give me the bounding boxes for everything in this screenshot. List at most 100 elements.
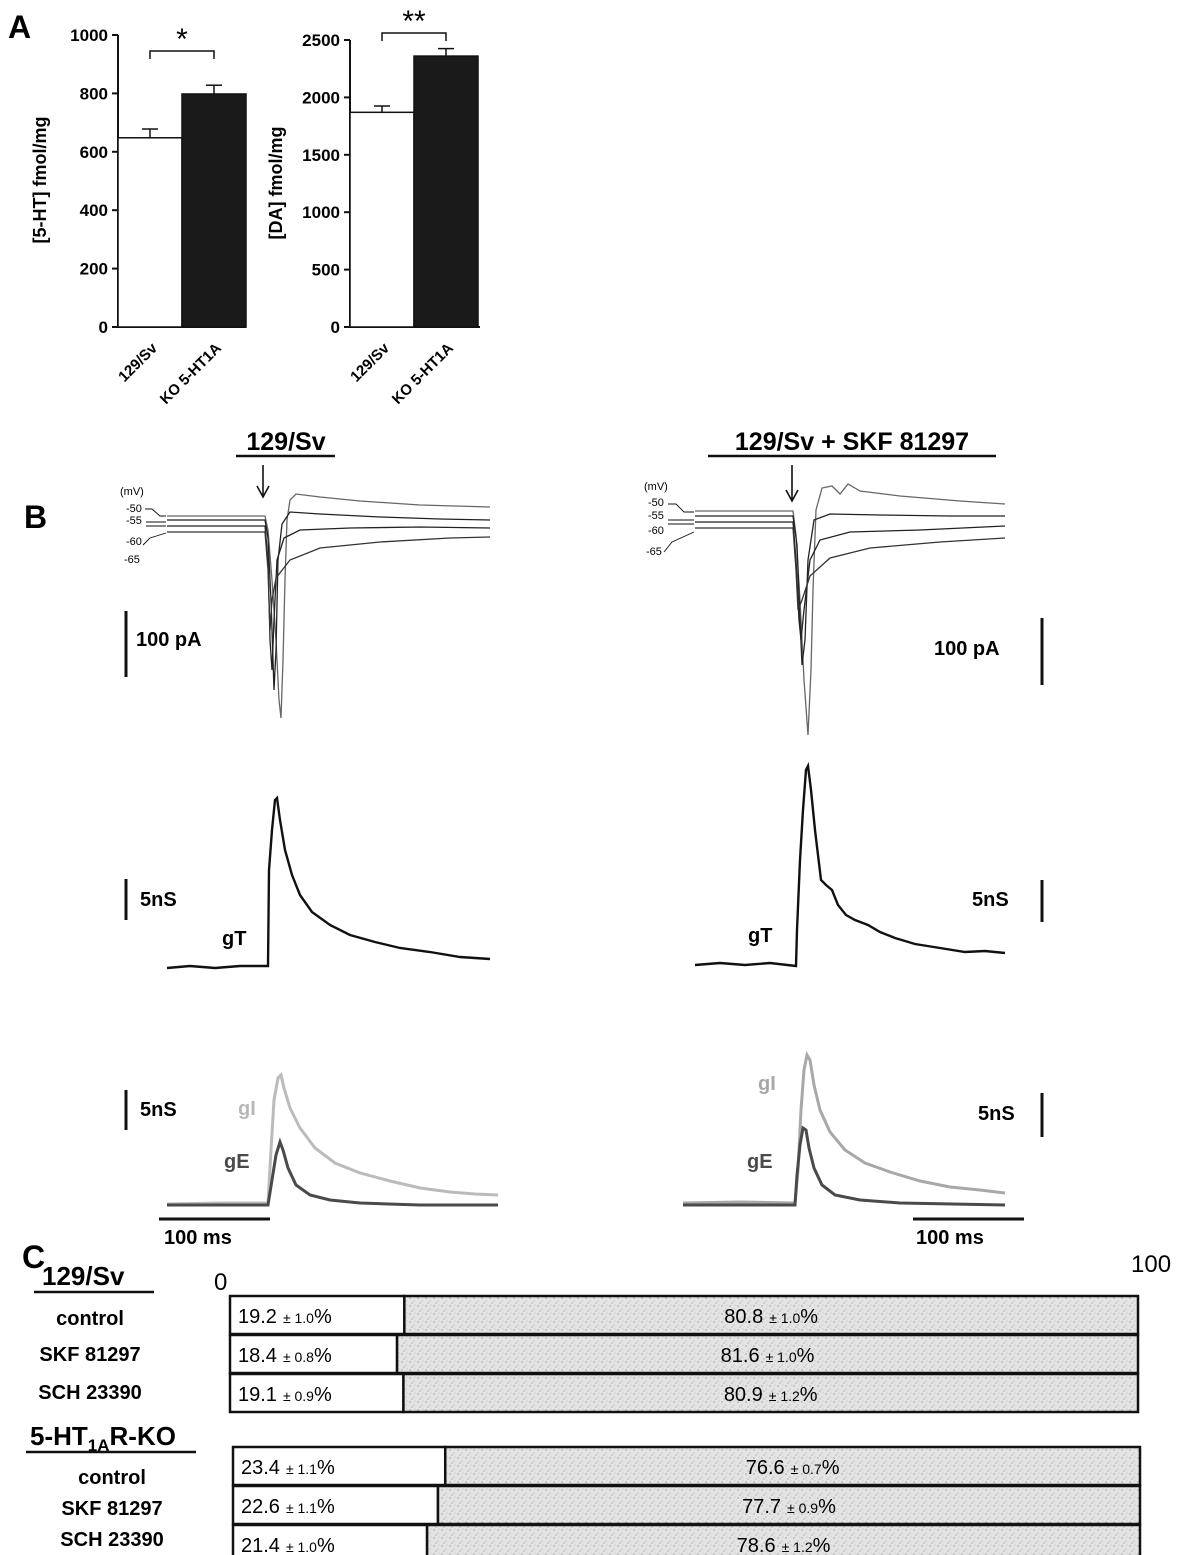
right-mv-65: -65 <box>646 546 662 558</box>
dopamine-y-tick-label: 500 <box>312 261 340 280</box>
serotonin-significance-bracket <box>149 50 215 59</box>
panel-label-c: C <box>22 1239 45 1275</box>
right-condition-title: 129/Sv + SKF 81297 <box>735 428 969 456</box>
gE-percent-sign: % <box>314 1384 332 1406</box>
left-mv-50: -50 <box>126 503 142 515</box>
gI-percentage-label: 80.8 ± 1.0% <box>724 1306 818 1328</box>
left-gI-trace <box>166 1072 499 1206</box>
serotonin-y-tick-label: 800 <box>80 84 108 103</box>
group-knockout-subscript: 1A <box>88 1436 110 1455</box>
group-label-knockout: 5-HT1AR-KO <box>30 1421 176 1455</box>
right-time-scale-label: 100 ms <box>916 1227 984 1249</box>
stacked-axis-end: 100 <box>1131 1251 1171 1278</box>
gE-sem: ± 1.0 <box>286 1539 317 1555</box>
gE-value: 22.6 <box>241 1496 280 1518</box>
condition-label: SCH 23390 <box>38 1382 141 1404</box>
gE-sem: ± 1.0 <box>283 1310 314 1326</box>
left-mv-55: -55 <box>126 515 142 527</box>
right-gT-scale-label: 5nS <box>972 889 1009 911</box>
gI-sem: ± 1.2 <box>769 1388 800 1404</box>
left-gE-trace <box>167 1137 498 1207</box>
condition-label: control <box>78 1467 146 1489</box>
dopamine-significance-bracket <box>381 32 447 41</box>
gI-percentage-label: 76.6 ± 0.7% <box>746 1457 840 1479</box>
serotonin-y-tick-label: 0 <box>99 318 108 337</box>
dopamine-category-label: 129/Sv <box>347 339 393 385</box>
serotonin-y-tick-label: 1000 <box>70 26 108 45</box>
group-knockout-tail: R-KO <box>110 1421 176 1451</box>
serotonin-y-tick-label: 200 <box>80 260 108 279</box>
left-condition-title: 129/Sv <box>246 428 325 456</box>
gE-percentage-label: 22.6 ± 1.1% <box>241 1496 335 1518</box>
gE-sem: ± 0.9 <box>283 1388 314 1404</box>
left-mv-65: -65 <box>124 554 140 566</box>
serotonin-category-label: KO 5-HT1A <box>157 340 225 408</box>
left-current-traces <box>167 493 491 719</box>
gI-value: 80.9 <box>724 1384 763 1406</box>
serotonin-category-label: 129/Sv <box>115 339 161 385</box>
gE-percentage-label: 21.4 ± 1.0% <box>241 1535 335 1555</box>
gE-fraction-bar <box>228 1333 399 1375</box>
gI-percent-sign: % <box>818 1496 836 1518</box>
right-stimulus-arrow <box>785 465 799 503</box>
left-current-scale-label: 100 pA <box>136 629 202 651</box>
serotonin-significance-marker: * <box>176 23 188 56</box>
left-gT-trace <box>166 795 491 970</box>
condition-label: SKF 81297 <box>61 1498 162 1520</box>
condition-label: SKF 81297 <box>39 1344 140 1366</box>
right-trace-minus55 <box>695 513 1005 666</box>
gI-fraction-bar <box>425 1523 1142 1555</box>
gE-value: 23.4 <box>241 1457 280 1479</box>
gI-value: 80.8 <box>724 1306 763 1328</box>
gE-sem: ± 1.1 <box>286 1500 317 1516</box>
right-gI-gE-scale-label: 5nS <box>978 1103 1015 1125</box>
gI-value: 78.6 <box>737 1535 776 1555</box>
left-gE-label: gE <box>224 1151 250 1173</box>
gE-percentage-label: 18.4 ± 0.8% <box>238 1345 332 1367</box>
gI-percent-sign: % <box>797 1345 815 1367</box>
dopamine-y-tick-label: 1000 <box>302 203 340 222</box>
left-holding-potential-labels: (mV) -50 -55 -60 -65 <box>120 486 167 566</box>
right-current-scale-label: 100 pA <box>934 638 1000 660</box>
group-label-wildtype: 129/Sv <box>42 1261 125 1291</box>
serotonin-bar <box>181 93 247 328</box>
right-gI-label: gI <box>758 1073 776 1095</box>
right-mv-unit: (mV) <box>644 481 668 493</box>
gE-percent-sign: % <box>317 1496 335 1518</box>
dopamine-category-label: KO 5-HT1A <box>389 340 457 408</box>
gI-fraction-bar <box>403 1294 1140 1336</box>
dopamine-y-tick-label: 0 <box>331 318 340 337</box>
gE-percent-sign: % <box>317 1457 335 1479</box>
right-gI-trace <box>682 1050 1006 1205</box>
gE-percent-sign: % <box>314 1306 332 1328</box>
gI-sem: ± 1.0 <box>769 1310 800 1326</box>
dopamine-significance-marker: ** <box>402 5 426 38</box>
gE-value: 21.4 <box>241 1535 280 1555</box>
left-trace-minus60 <box>167 525 491 671</box>
gI-percentage-label: 77.7 ± 0.9% <box>742 1496 836 1518</box>
right-trace-minus65 <box>695 527 1006 611</box>
condition-label: SCH 23390 <box>60 1529 163 1551</box>
gI-value: 77.7 <box>742 1496 781 1518</box>
gE-fraction-bar <box>228 1294 406 1336</box>
gE-value: 19.1 <box>238 1384 277 1406</box>
right-mv-55: -55 <box>648 510 664 522</box>
left-mv-60: -60 <box>126 536 142 548</box>
right-gE-label: gE <box>747 1151 773 1173</box>
gI-fraction-bar <box>395 1333 1140 1375</box>
gI-value: 81.6 <box>721 1345 760 1367</box>
gE-value: 19.2 <box>238 1306 277 1328</box>
gI-percentage-label: 80.9 ± 1.2% <box>724 1384 818 1406</box>
right-current-traces <box>695 483 1006 736</box>
right-gE-trace <box>683 1125 1006 1207</box>
group-knockout-main: 5-HT <box>30 1421 88 1451</box>
gI-sem: ± 0.7 <box>791 1461 822 1477</box>
condition-label: control <box>56 1308 124 1330</box>
gI-percentage-label: 78.6 ± 1.2% <box>737 1535 831 1555</box>
dopamine-bar <box>349 111 415 328</box>
gI-percent-sign: % <box>800 1306 818 1328</box>
gE-percent-sign: % <box>314 1345 332 1367</box>
left-gT-scale-label: 5nS <box>140 889 177 911</box>
left-gI-gE-scale-label: 5nS <box>140 1099 177 1121</box>
